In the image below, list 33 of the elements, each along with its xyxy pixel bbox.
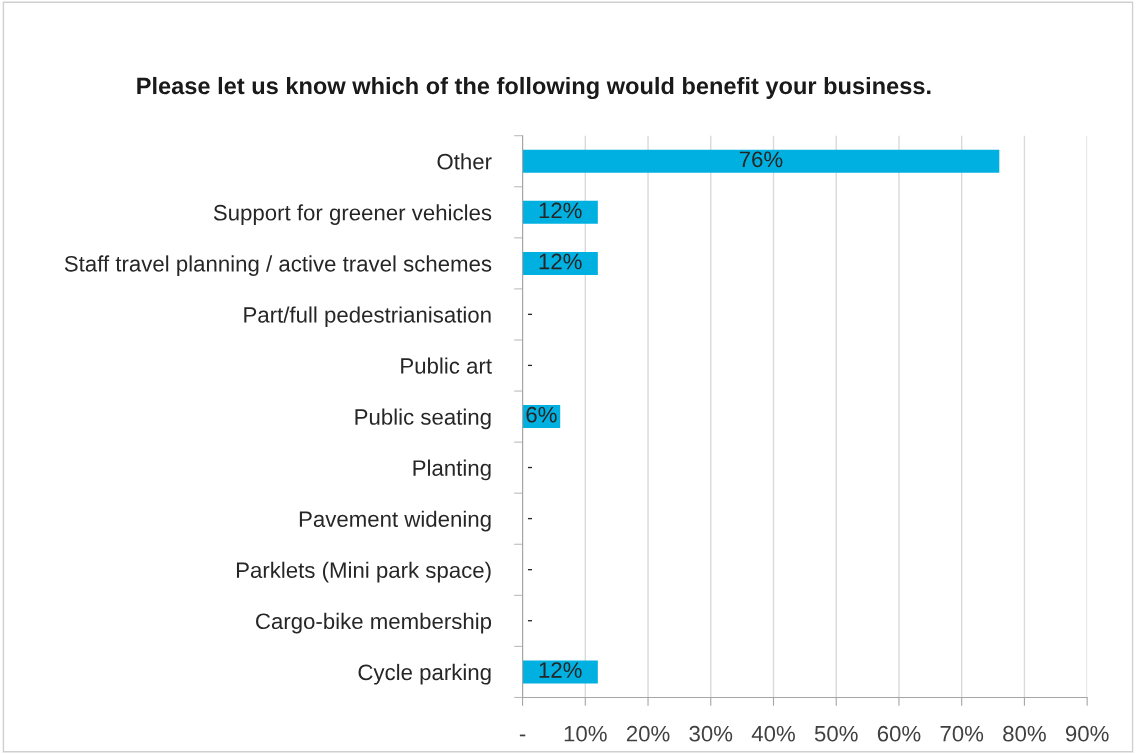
y-tick-label: Public art <box>401 357 492 374</box>
data-label: - <box>527 466 532 469</box>
y-tick-label: Staff travel planning / active travel schemes <box>64 255 492 277</box>
data-label: - <box>527 569 532 571</box>
data-label: - <box>527 313 532 315</box>
x-tick-label: 40% <box>751 725 795 742</box>
data-label: 76% <box>739 151 783 168</box>
data-label: - <box>527 364 532 367</box>
y-tick-label: Parklets (Mini park space) <box>236 561 491 583</box>
x-tick-label: 20% <box>626 725 670 742</box>
data-label: 6% <box>526 406 557 423</box>
bar <box>522 149 1000 173</box>
x-tick-label: 80% <box>1003 725 1046 742</box>
x-tick-label: 10% <box>564 725 607 742</box>
data-label: 12% <box>539 253 582 270</box>
x-tick-label: 30% <box>689 725 733 742</box>
y-tick-label: Pavement widening <box>299 510 491 532</box>
x-tick-label: 70% <box>940 725 984 742</box>
y-tick-label: Support for greener vehicles <box>213 204 492 225</box>
chart-title: Please let us know which of the following would benefit your business. <box>137 76 931 100</box>
y-tick-label: Cycle parking <box>358 663 491 685</box>
data-label: - <box>527 517 532 520</box>
y-tick-label: Public seating <box>355 408 491 430</box>
y-tick-label: Other <box>437 153 492 170</box>
data-label: 12% <box>539 662 582 678</box>
y-tick-label: Part/full pedestrianisation <box>244 306 491 328</box>
data-label: - <box>527 620 532 622</box>
y-tick-label: Planting <box>413 459 491 481</box>
x-tick-label: 90% <box>1065 725 1109 742</box>
x-tick-label: 50% <box>814 725 858 742</box>
data-label: 12% <box>539 202 582 219</box>
x-tick-label: 60% <box>877 725 921 742</box>
y-tick-label: Cargo-bike membership <box>256 612 492 634</box>
